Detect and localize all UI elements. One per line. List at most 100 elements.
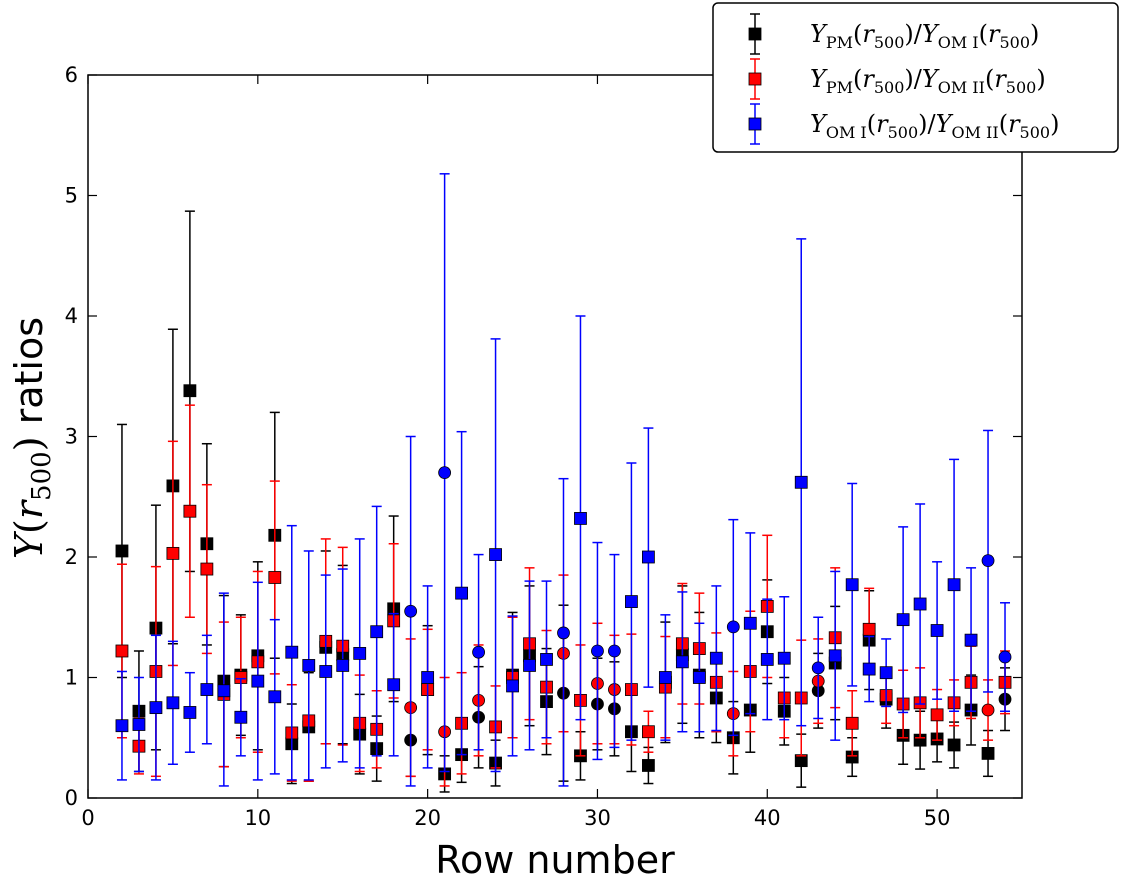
legend-label-part: ( <box>979 20 988 48</box>
data-point-square <box>370 625 384 639</box>
legend-label-part: )/ <box>904 20 922 48</box>
data-point-square <box>658 671 672 684</box>
x-tick-label: 50 <box>924 806 951 830</box>
legend-label-part: Y <box>922 65 940 93</box>
y-tick-label: 0 <box>65 786 78 810</box>
legend-label-part: ) <box>1030 20 1039 48</box>
data-point-square <box>692 671 706 684</box>
data-point-circle <box>438 466 452 480</box>
x-axis-label: Row number <box>435 838 675 882</box>
data-point-square <box>862 622 876 636</box>
x-tick-label: 20 <box>414 806 441 830</box>
legend-label-part: r <box>862 20 875 48</box>
data-point-square <box>642 759 655 772</box>
data-point-square <box>489 548 502 561</box>
data-point-square <box>642 550 655 564</box>
data-point-square <box>709 651 723 665</box>
legend-label-part: Y <box>922 20 940 48</box>
data-point-square <box>879 666 893 680</box>
data-point-square <box>183 384 197 398</box>
y-label-open: ( <box>7 519 51 534</box>
legend-label-part: 500 <box>999 33 1030 52</box>
y-tick-label: 6 <box>65 63 78 87</box>
legend-label-part: OM II <box>938 78 985 97</box>
x-tick-label: 40 <box>754 806 781 830</box>
data-point-square <box>251 674 265 688</box>
data-point-square <box>845 716 859 730</box>
data-point-square <box>268 690 282 704</box>
x-tick-label: 30 <box>584 806 611 830</box>
legend-marker <box>748 27 762 41</box>
data-point-circle <box>591 644 604 658</box>
data-point-square <box>200 562 214 576</box>
data-point-square <box>149 701 163 715</box>
data-point-square <box>421 671 435 684</box>
data-point-square <box>336 659 350 672</box>
data-point-square <box>200 683 214 696</box>
legend-label-part: Y <box>810 20 828 48</box>
y-tick-label: 4 <box>65 304 78 328</box>
y-label-close: ) <box>7 436 51 451</box>
legend-label: YOM I(r500)/YOM II(r500) <box>810 110 1059 142</box>
data-point-square <box>540 653 553 666</box>
y-label-sub: 500 <box>27 451 57 501</box>
legend-label-part: ( <box>853 65 862 93</box>
legend-label-part: PM <box>826 33 853 52</box>
data-point-square <box>115 644 129 658</box>
legend-box <box>712 2 1119 153</box>
data-point-square <box>115 719 129 733</box>
legend: YPM(r500)/YOM I(r500)YPM(r500)/YOM II(r5… <box>712 2 1119 153</box>
data-point-square <box>353 647 367 660</box>
data-point-square <box>625 595 638 608</box>
data-point-square <box>523 659 536 672</box>
data-point-square <box>947 738 961 752</box>
legend-label-part: ( <box>985 65 994 93</box>
y-label-r: r <box>7 498 51 519</box>
data-point-square <box>777 651 791 665</box>
data-point-square <box>642 725 655 739</box>
data-point-square <box>319 665 333 678</box>
data-point-square <box>132 718 146 731</box>
legend-label-part: 500 <box>1006 78 1037 97</box>
data-point-square <box>506 679 519 693</box>
data-point-square <box>675 655 689 669</box>
data-point-square <box>217 684 231 698</box>
legend-label-part: Y <box>810 110 828 138</box>
data-point-square <box>828 649 842 663</box>
data-point-square <box>387 678 401 692</box>
data-point-square <box>930 708 944 722</box>
legend-label-part: ( <box>867 110 876 138</box>
y-label-rest: ratios <box>7 317 51 437</box>
data-point-circle <box>726 620 740 634</box>
data-point-square <box>302 659 316 672</box>
y-axis-label: Y(r500) ratios <box>7 317 57 559</box>
legend-label-part: ( <box>999 110 1008 138</box>
legend-label-part: )/ <box>904 65 922 93</box>
data-point-square <box>913 597 927 611</box>
legend-label: YPM(r500)/YOM II(r500) <box>810 65 1046 97</box>
legend-label: YPM(r500)/YOM I(r500) <box>810 20 1039 52</box>
data-point-square <box>845 578 859 592</box>
y-tick-label: 3 <box>65 425 78 449</box>
legend-label-part: ) <box>1036 65 1045 93</box>
legend-label-part: ) <box>1050 110 1059 138</box>
y-tick-label: 1 <box>65 666 78 690</box>
data-point-square <box>268 571 282 584</box>
data-point-square <box>115 544 129 558</box>
data-point-square <box>183 706 197 719</box>
x-tick-label: 10 <box>244 806 271 830</box>
data-point-circle <box>998 650 1012 664</box>
data-point-circle <box>811 661 825 675</box>
legend-label-part: 500 <box>874 33 905 52</box>
data-point-square <box>760 653 774 666</box>
data-point-square <box>166 546 180 560</box>
legend-label-part: Y <box>936 110 954 138</box>
data-point-circle <box>404 604 418 618</box>
data-point-circle <box>981 554 995 568</box>
data-point-square <box>285 645 299 659</box>
legend-marker <box>748 117 762 131</box>
data-point-circle <box>608 644 621 658</box>
legend-label-part: r <box>994 65 1007 93</box>
series-3 <box>115 173 1012 787</box>
